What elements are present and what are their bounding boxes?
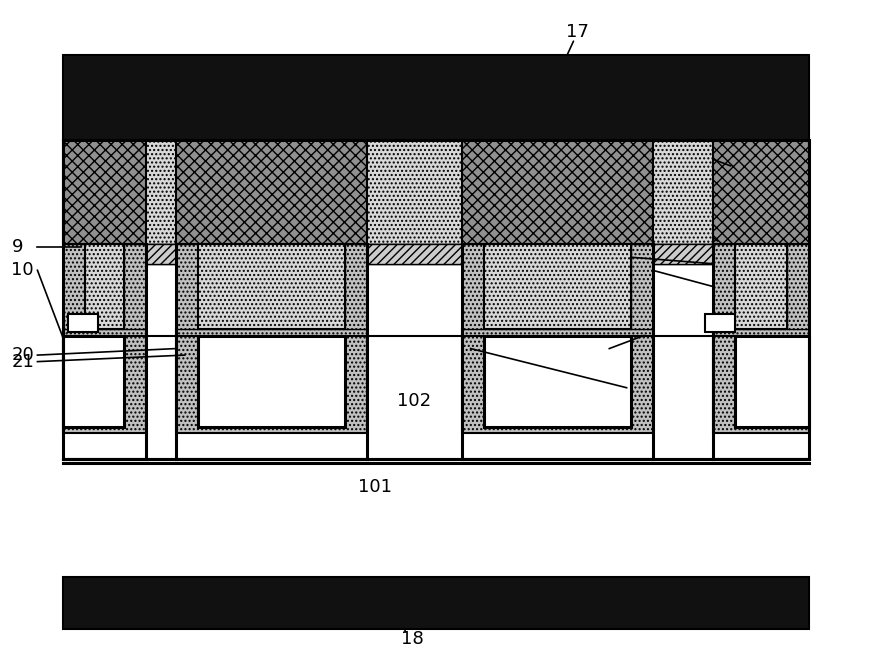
- Bar: [484, 336, 631, 427]
- Bar: [705, 314, 735, 332]
- Text: 23: 23: [245, 163, 269, 182]
- Bar: [64, 577, 808, 629]
- Bar: [146, 244, 176, 264]
- Bar: [176, 244, 198, 329]
- Text: 13: 13: [713, 278, 736, 295]
- Bar: [462, 139, 652, 244]
- Bar: [367, 244, 462, 264]
- Bar: [64, 244, 85, 329]
- Bar: [713, 139, 808, 244]
- Bar: [64, 329, 146, 434]
- Text: 21: 21: [11, 353, 34, 370]
- Bar: [198, 336, 345, 427]
- Text: 10: 10: [11, 261, 34, 279]
- Bar: [652, 244, 713, 264]
- Text: 102: 102: [398, 392, 432, 410]
- Bar: [735, 244, 787, 329]
- Bar: [787, 244, 808, 329]
- Text: 9: 9: [11, 238, 23, 257]
- Bar: [462, 244, 484, 329]
- Bar: [652, 244, 713, 264]
- Bar: [176, 329, 367, 434]
- Bar: [462, 329, 652, 434]
- Bar: [735, 336, 808, 427]
- Text: 7: 7: [489, 371, 504, 392]
- Bar: [367, 244, 462, 264]
- Bar: [198, 244, 345, 329]
- Text: 19: 19: [627, 379, 650, 397]
- Bar: [64, 139, 808, 459]
- Bar: [64, 339, 808, 434]
- Bar: [631, 244, 652, 329]
- Text: 14: 14: [713, 255, 736, 273]
- Bar: [345, 244, 367, 329]
- Text: 6: 6: [579, 346, 590, 364]
- Text: 16: 16: [713, 151, 736, 168]
- Bar: [64, 139, 146, 244]
- Text: 7: 7: [204, 371, 218, 392]
- Bar: [64, 336, 124, 427]
- Text: 22: 22: [192, 276, 221, 297]
- Text: 17: 17: [566, 23, 589, 41]
- Bar: [713, 244, 735, 329]
- Bar: [85, 244, 124, 329]
- Bar: [64, 55, 808, 139]
- Bar: [176, 139, 367, 244]
- Text: 20: 20: [11, 346, 34, 364]
- Bar: [713, 329, 808, 434]
- Bar: [64, 244, 808, 434]
- Bar: [68, 314, 98, 332]
- Text: 18: 18: [401, 630, 424, 648]
- Text: 15: 15: [713, 229, 736, 247]
- Bar: [484, 244, 631, 329]
- Bar: [124, 244, 146, 329]
- Bar: [146, 244, 176, 264]
- Text: 11: 11: [610, 340, 632, 357]
- Text: 101: 101: [358, 478, 392, 496]
- Bar: [64, 139, 808, 244]
